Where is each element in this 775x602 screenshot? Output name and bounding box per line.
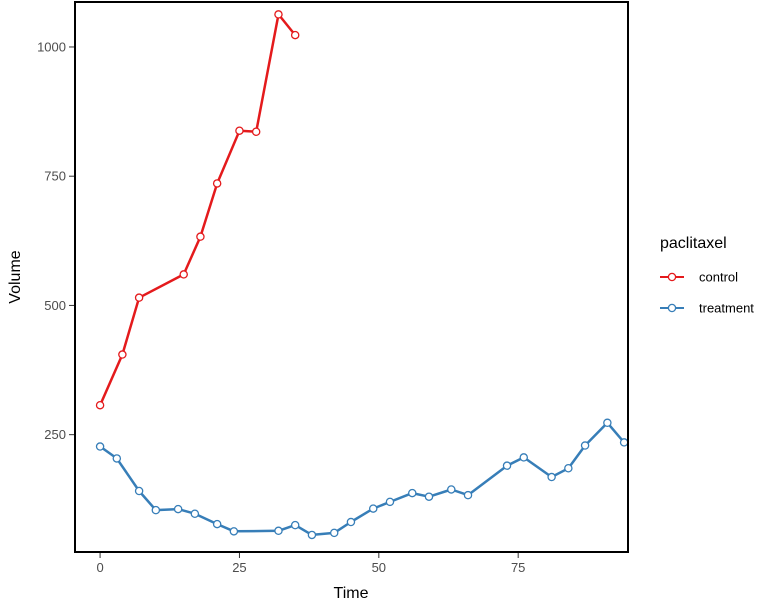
data-point-control [290, 30, 300, 40]
y-tick-label: 1000 [37, 39, 66, 54]
data-point-treatment [547, 472, 556, 482]
x-tick-label: 75 [511, 560, 525, 575]
data-point-control [95, 400, 105, 410]
legend-label-control: control [699, 270, 738, 285]
x-tick-label: 25 [232, 560, 246, 575]
panel-background [75, 2, 628, 552]
data-point-treatment [229, 527, 239, 536]
data-point-treatment [329, 528, 339, 538]
axes: 0 25 50 75 250 500 750 1000 [37, 39, 525, 575]
legend-title: paclitaxel [660, 235, 727, 252]
legend-label-treatment: treatment [699, 301, 754, 316]
data-point-treatment [190, 509, 200, 518]
y-tick-label: 750 [44, 169, 66, 184]
x-axis-title: Time [334, 585, 369, 602]
y-tick-label: 500 [44, 298, 66, 313]
data-point-treatment [564, 464, 573, 473]
data-point-treatment [212, 519, 222, 529]
data-point-treatment [95, 442, 105, 451]
data-point-treatment [424, 492, 434, 501]
data-point-treatment [580, 441, 590, 450]
data-point-treatment [447, 485, 456, 494]
data-point-control [118, 350, 127, 359]
legend: paclitaxel control treatment [660, 235, 754, 316]
data-point-treatment [603, 418, 612, 428]
series-line-control [98, 13, 297, 406]
data-point-control [235, 126, 244, 135]
data-point-treatment [502, 461, 512, 470]
data-point-treatment [346, 517, 356, 527]
data-point-control [196, 232, 205, 241]
data-point-control [134, 293, 144, 302]
y-axis-title: Volume [7, 250, 24, 303]
data-point-treatment [274, 526, 283, 536]
data-point-treatment [290, 520, 300, 530]
x-tick-label: 50 [372, 560, 386, 575]
x-tick-label: 0 [96, 560, 103, 575]
legend-key-point-treatment [667, 303, 677, 313]
y-tick-label: 250 [44, 427, 66, 442]
legend-key-point-control [667, 272, 677, 282]
data-point-treatment [519, 453, 529, 462]
data-point-treatment [151, 505, 161, 515]
data-point-treatment [112, 454, 122, 463]
plot-area [95, 10, 629, 540]
data-point-treatment [619, 438, 629, 447]
data-point-control [179, 270, 188, 279]
data-point-treatment [173, 504, 183, 514]
data-point-control [251, 127, 261, 136]
data-point-treatment [307, 530, 317, 540]
panel-border [74, 1, 629, 553]
data-point-treatment [463, 490, 473, 500]
data-point-treatment [134, 486, 144, 496]
data-point-control [274, 10, 283, 19]
data-point-treatment [408, 488, 417, 498]
data-point-treatment [368, 504, 378, 513]
data-point-treatment [385, 497, 395, 507]
data-point-control [212, 179, 222, 188]
